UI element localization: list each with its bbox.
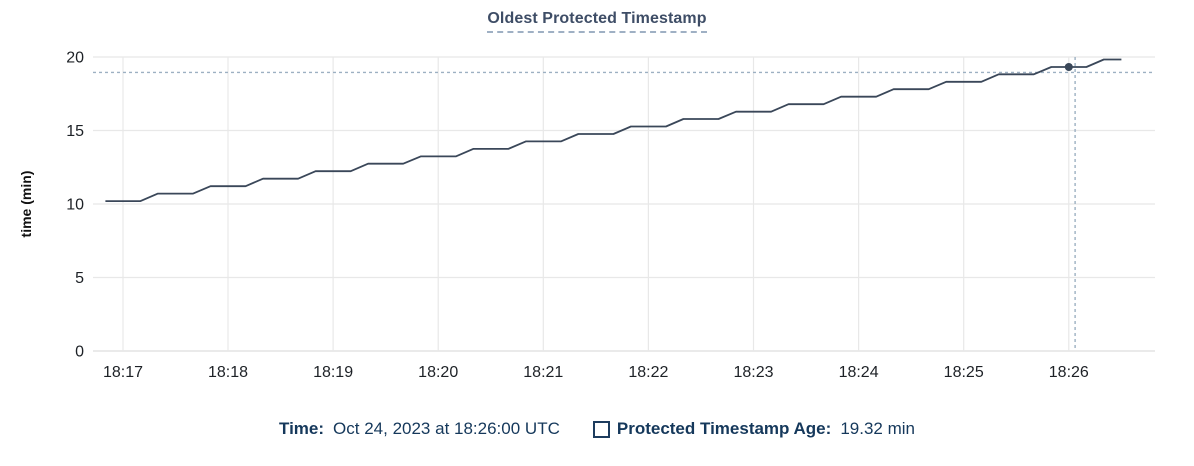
legend-item-protected-timestamp-age[interactable]: Protected Timestamp Age: 19.32 min (592, 419, 915, 439)
y-axis-title: time (min) (18, 171, 34, 238)
x-tick-label: 18:26 (1049, 364, 1089, 381)
series-value: 19.32 min (840, 419, 915, 438)
series-line (105, 58, 1122, 202)
x-tick-label: 18:17 (103, 364, 143, 381)
y-tick-label: 10 (66, 197, 84, 214)
y-tick-label: 20 (66, 50, 84, 67)
y-tick-label: 15 (66, 123, 84, 140)
x-tick-label: 18:20 (418, 364, 458, 381)
x-tick-label: 18:21 (523, 364, 563, 381)
timeseries-chart[interactable]: 0 5 10 15 20 18:17 18:18 18:19 18:20 18:21 18:22 18… (0, 0, 1194, 400)
hover-time-value: Oct 24, 2023 at 18:26:00 UTC (333, 419, 560, 438)
x-tick-label: 18:19 (313, 364, 353, 381)
x-tick-label: 18:18 (208, 364, 248, 381)
hover-legend: Time: Oct 24, 2023 at 18:26:00 UTC Prote… (0, 419, 1194, 439)
x-tick-label: 18:24 (839, 364, 879, 381)
hover-dot (1064, 63, 1073, 71)
y-tick-label: 0 (75, 344, 84, 361)
x-tick-label: 18:25 (944, 364, 984, 381)
hover-time-label: Time: (279, 419, 325, 438)
series-label: Protected Timestamp Age: (616, 419, 832, 438)
hover-time-readout: Time: Oct 24, 2023 at 18:26:00 UTC (279, 419, 560, 439)
x-tick-label: 18:23 (733, 364, 773, 381)
series-swatch-icon (592, 420, 610, 438)
y-tick-label: 5 (75, 270, 84, 287)
x-tick-label: 18:22 (628, 364, 668, 381)
chart-header: Oldest Protected Timestamp (0, 10, 1194, 33)
chart-title[interactable]: Oldest Protected Timestamp (487, 10, 707, 33)
